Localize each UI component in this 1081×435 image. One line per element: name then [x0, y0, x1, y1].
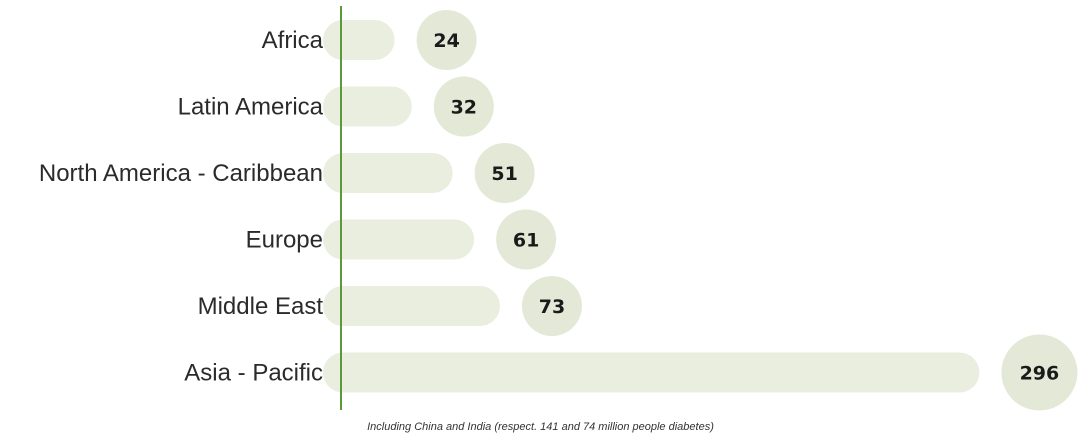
value-label: 61 [513, 230, 539, 252]
bar-middle-east [323, 286, 500, 326]
value-labels-group: 24 32 51 61 73 296 [433, 30, 1059, 385]
category-labels-group: Africa Latin America North America - Carib… [39, 27, 324, 387]
value-bubble [474, 143, 535, 203]
bar-latin-america [323, 86, 412, 127]
category-label: North America - Caribbean [39, 160, 323, 187]
bar-asia-pacific [323, 352, 980, 393]
category-label: Middle East [198, 293, 324, 320]
category-label: Europe [246, 227, 323, 254]
bar-chart: Africa Latin America North America - Carib… [39, 6, 1078, 411]
value-label: 24 [433, 30, 459, 52]
category-label: Asia - Pacific [184, 360, 323, 387]
category-label: Latin America [178, 94, 324, 121]
bar-north-america-caribbean [323, 153, 453, 193]
value-label: 32 [451, 97, 477, 119]
bar-europe [323, 219, 475, 260]
value-bubble [521, 276, 582, 336]
value-bubble [496, 209, 557, 270]
value-bubble [416, 10, 477, 70]
value-label: 73 [539, 296, 565, 318]
bar-africa [323, 20, 395, 60]
value-bubble [433, 76, 494, 137]
bars-group [323, 20, 980, 393]
value-label: 51 [491, 163, 517, 185]
category-label: Africa [262, 27, 324, 54]
value-bubble [1001, 334, 1078, 411]
value-label: 296 [1020, 363, 1060, 385]
chart-footnote: Including China and India (respect. 141 … [367, 421, 714, 433]
value-bubbles-group [416, 10, 1078, 411]
